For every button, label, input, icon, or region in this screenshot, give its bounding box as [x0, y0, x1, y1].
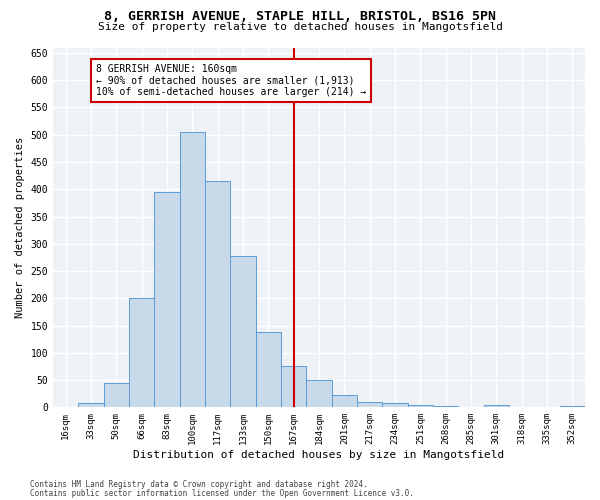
Y-axis label: Number of detached properties: Number of detached properties	[15, 137, 25, 318]
Bar	[154, 192, 179, 408]
Bar	[382, 403, 407, 407]
Bar	[79, 403, 104, 407]
X-axis label: Distribution of detached houses by size in Mangotsfield: Distribution of detached houses by size …	[133, 450, 505, 460]
Bar	[484, 404, 509, 407]
Bar	[179, 132, 205, 407]
Bar	[433, 406, 458, 407]
Bar	[256, 332, 281, 407]
Text: Size of property relative to detached houses in Mangotsfield: Size of property relative to detached ho…	[97, 22, 503, 32]
Bar	[357, 402, 382, 407]
Bar	[205, 181, 230, 408]
Text: 8, GERRISH AVENUE, STAPLE HILL, BRISTOL, BS16 5PN: 8, GERRISH AVENUE, STAPLE HILL, BRISTOL,…	[104, 10, 496, 23]
Bar	[407, 404, 433, 407]
Bar	[104, 383, 129, 407]
Bar	[129, 298, 154, 408]
Text: 8 GERRISH AVENUE: 160sqm
← 90% of detached houses are smaller (1,913)
10% of sem: 8 GERRISH AVENUE: 160sqm ← 90% of detach…	[96, 64, 367, 97]
Bar	[307, 380, 332, 407]
Bar	[560, 406, 585, 407]
Text: Contains public sector information licensed under the Open Government Licence v3: Contains public sector information licen…	[30, 488, 414, 498]
Bar	[332, 396, 357, 407]
Text: Contains HM Land Registry data © Crown copyright and database right 2024.: Contains HM Land Registry data © Crown c…	[30, 480, 368, 489]
Bar	[281, 366, 307, 408]
Bar	[230, 256, 256, 408]
